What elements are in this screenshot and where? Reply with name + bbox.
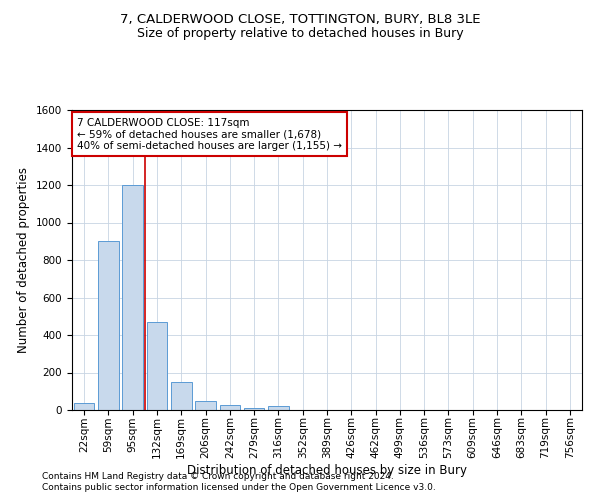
Text: Size of property relative to detached houses in Bury: Size of property relative to detached ho…	[137, 28, 463, 40]
Bar	[195, 400, 216, 410]
Bar	[268, 406, 289, 410]
Bar	[122, 185, 143, 410]
Text: 7, CALDERWOOD CLOSE, TOTTINGTON, BURY, BL8 3LE: 7, CALDERWOOD CLOSE, TOTTINGTON, BURY, B…	[120, 12, 480, 26]
Bar	[220, 406, 240, 410]
Text: 7 CALDERWOOD CLOSE: 117sqm
← 59% of detached houses are smaller (1,678)
40% of s: 7 CALDERWOOD CLOSE: 117sqm ← 59% of deta…	[77, 118, 342, 150]
Y-axis label: Number of detached properties: Number of detached properties	[17, 167, 31, 353]
X-axis label: Distribution of detached houses by size in Bury: Distribution of detached houses by size …	[187, 464, 467, 477]
Bar	[146, 322, 167, 410]
Bar	[74, 402, 94, 410]
Text: Contains public sector information licensed under the Open Government Licence v3: Contains public sector information licen…	[42, 484, 436, 492]
Bar	[244, 408, 265, 410]
Bar	[171, 382, 191, 410]
Text: Contains HM Land Registry data © Crown copyright and database right 2024.: Contains HM Land Registry data © Crown c…	[42, 472, 394, 481]
Bar	[98, 242, 119, 410]
